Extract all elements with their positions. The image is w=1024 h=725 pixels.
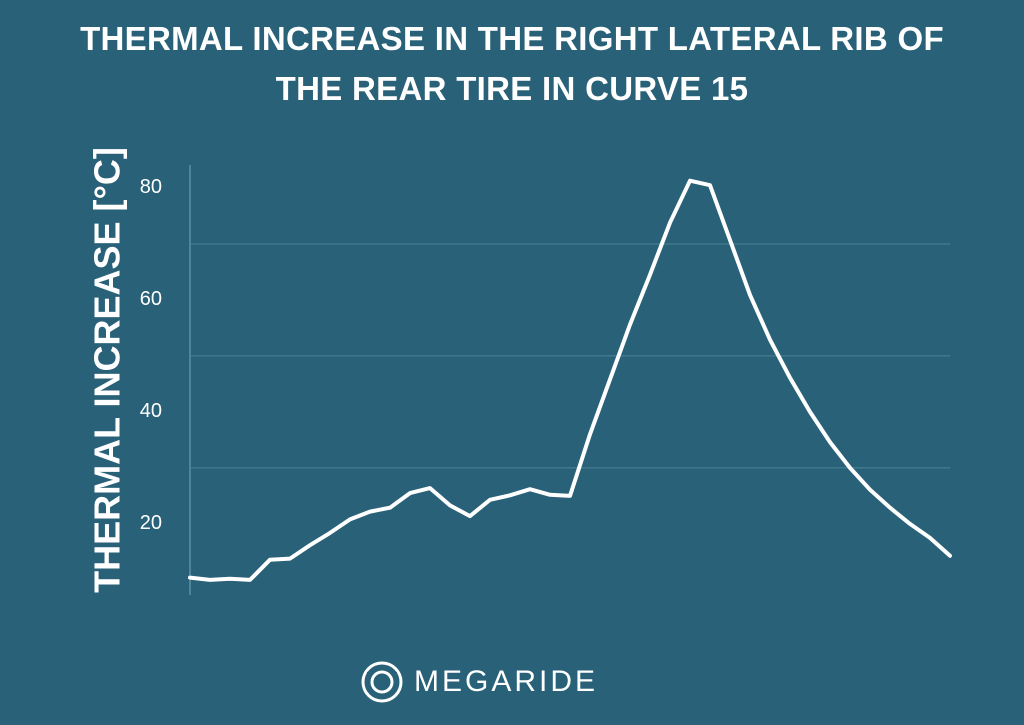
y-tick-label: 60 [140,288,162,310]
y-tick-label: 80 [140,176,162,198]
logo-icon [361,661,403,703]
chart-title: THERMAL INCREASE IN THE RIGHT LATERAL RI… [80,20,944,107]
y-tick-label: 40 [140,400,162,422]
y-tick-label: 20 [140,512,162,534]
y-axis-label: THERMAL INCREASE [°C] [87,147,128,593]
logo: MEGARIDE [360,658,598,706]
brand: MEGARIDE [414,665,599,698]
line [188,178,952,582]
